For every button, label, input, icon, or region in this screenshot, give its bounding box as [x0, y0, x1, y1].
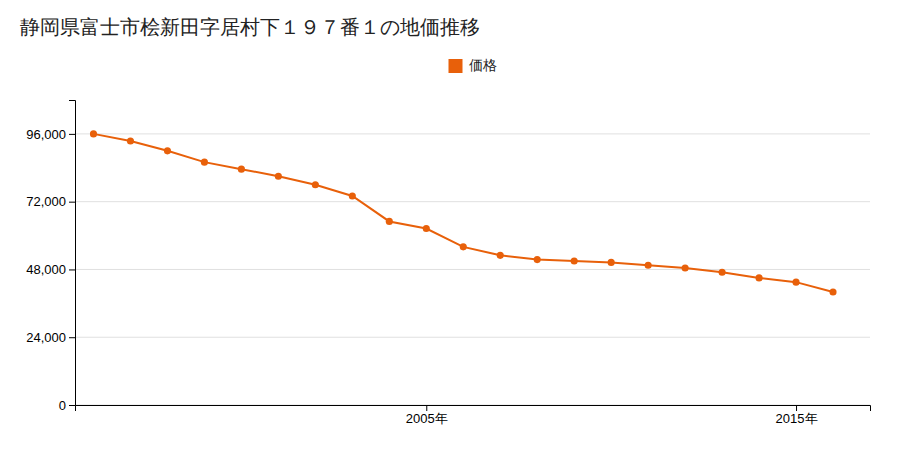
- title: 静岡県富士市桧新田字居村下１９７番１の地価推移: [20, 15, 480, 39]
- point: [497, 252, 504, 259]
- x-axis: 2005年 2015年: [76, 405, 871, 426]
- x-tick-mark: [426, 405, 427, 411]
- x-tick: 2005年: [406, 405, 448, 426]
- point: [164, 147, 171, 154]
- point: [386, 218, 393, 225]
- y-tick-label: 72,000: [26, 194, 66, 209]
- point: [571, 257, 578, 264]
- x-tick-label: 2015年: [776, 411, 818, 426]
- grid-line: [75, 201, 870, 202]
- line: [93, 134, 833, 292]
- y-tick: 96,000: [26, 127, 75, 142]
- point: [645, 262, 652, 269]
- grid-line: [75, 269, 870, 270]
- markers: [90, 130, 837, 295]
- point: [682, 264, 689, 271]
- x-tick-label: 2005年: [406, 411, 448, 426]
- point: [608, 259, 615, 266]
- point: [460, 243, 467, 250]
- y-tick: 0: [59, 398, 75, 413]
- y-tick-label: 96,000: [26, 127, 66, 142]
- grid-line: [75, 133, 870, 134]
- point: [127, 137, 134, 144]
- y-tick: 72,000: [26, 194, 75, 209]
- grid: [75, 134, 870, 405]
- point: [423, 225, 430, 232]
- point: [534, 256, 541, 263]
- point: [829, 288, 836, 295]
- chart: 静岡県富士市桧新田字居村下１９７番１の地価推移 2005年 2015年 0 24,000…: [0, 0, 900, 450]
- y-tick: 24,000: [26, 330, 75, 345]
- point: [238, 166, 245, 173]
- y-tick-mark: [69, 405, 75, 406]
- x-axis-line: [76, 406, 871, 412]
- y-tick-mark: [69, 337, 75, 338]
- legend-item: 価格: [449, 57, 497, 73]
- y-axis-line: [69, 101, 76, 406]
- legend: 価格: [449, 57, 497, 73]
- point: [275, 173, 282, 180]
- y-tick-label: 0: [59, 398, 66, 413]
- point: [312, 181, 319, 188]
- point: [201, 159, 208, 166]
- point: [90, 130, 97, 137]
- x-tick-mark: [796, 405, 797, 411]
- point: [719, 269, 726, 276]
- y-tick-mark: [69, 134, 75, 135]
- y-tick-label: 48,000: [26, 262, 66, 277]
- y-axis: 0 24,000 48,000 72,000 96,000: [26, 101, 75, 413]
- legend-label: 価格: [469, 57, 497, 73]
- y-tick-mark: [69, 202, 75, 203]
- legend-swatch: [449, 59, 463, 73]
- grid-line: [75, 337, 870, 338]
- y-tick-label: 24,000: [26, 330, 66, 345]
- plot: 2005年 2015年 0 24,000 48,000 72,000 96,000: [26, 101, 870, 427]
- point: [792, 279, 799, 286]
- y-tick: 48,000: [26, 262, 75, 277]
- y-tick-mark: [69, 269, 75, 270]
- marks: [90, 130, 837, 295]
- point: [349, 192, 356, 199]
- x-tick: 2015年: [776, 405, 818, 426]
- point: [756, 274, 763, 281]
